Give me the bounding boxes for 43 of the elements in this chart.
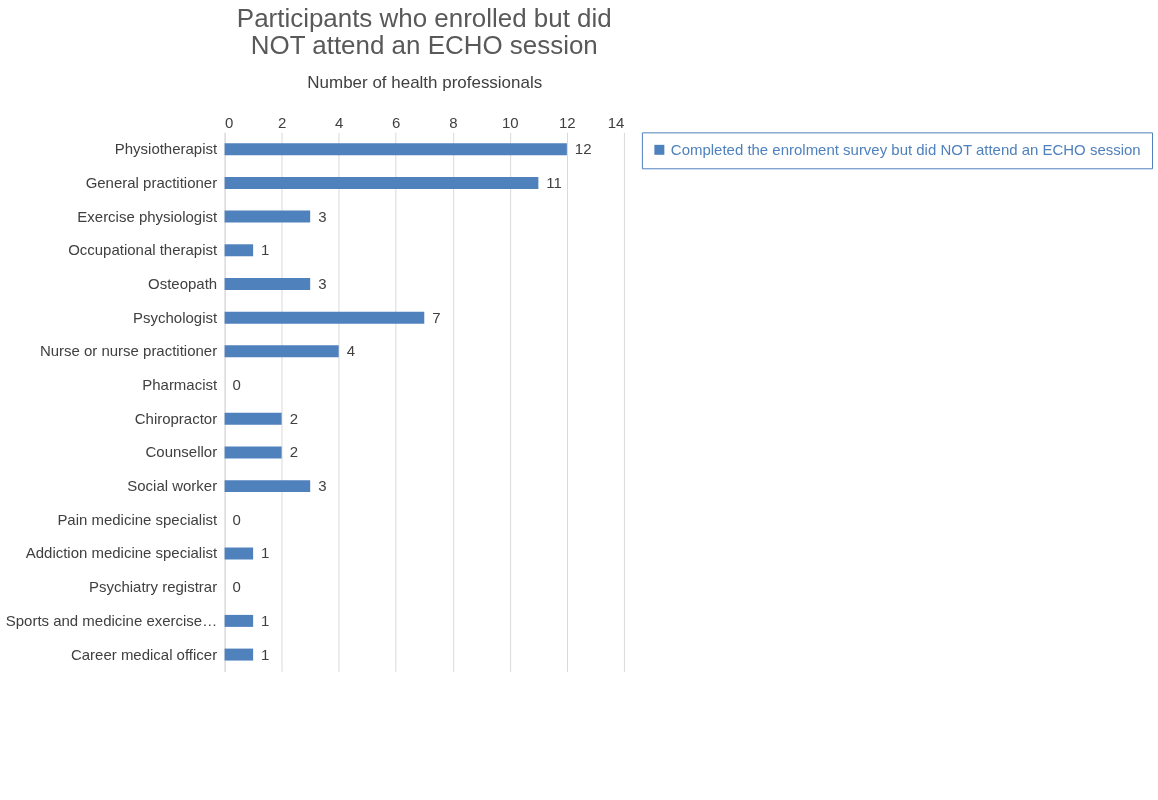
x-tick-label: 4 xyxy=(335,113,344,131)
y-tick-label: Exercise physiologist xyxy=(77,207,218,225)
x-tick-label: 14 xyxy=(607,113,625,131)
data-label: 11 xyxy=(546,173,562,191)
chart-title: Participants who enrolled but did NOT attend an ECHO session xyxy=(236,3,612,60)
data-label: 2 xyxy=(289,409,298,427)
data-label: 0 xyxy=(232,376,241,394)
y-tick-label: Nurse or nurse practitioner xyxy=(39,342,218,360)
data-label: 12 xyxy=(574,140,592,158)
y-tick-label: Addiction medicine specialist xyxy=(25,544,218,562)
x-tick-label: 2 xyxy=(277,113,287,131)
x-tick-label: 12 xyxy=(559,113,576,131)
data-label: 3 xyxy=(318,274,327,292)
y-tick-label: Social worker xyxy=(127,477,218,495)
x-tick-label: 10 xyxy=(502,113,519,131)
legend-label: Completed the enrolment survey but did NOT attend an ECHO session xyxy=(670,140,1141,158)
data-label: 7 xyxy=(432,308,441,326)
y-tick-label: Career medical officer xyxy=(70,645,218,663)
x-tick-label: 8 xyxy=(449,113,458,131)
x-tick-label: 6 xyxy=(392,113,401,131)
y-tick-label: Physiotherapist xyxy=(114,140,218,158)
data-label: 2 xyxy=(289,443,298,461)
data-label: 1 xyxy=(261,241,270,259)
data-label: 1 xyxy=(261,611,270,629)
data-label: 3 xyxy=(318,207,327,225)
y-tick-label: Chiropractor xyxy=(134,409,218,427)
x-tick-label: 0 xyxy=(225,113,234,131)
y-tick-label: Osteopath xyxy=(148,274,218,292)
data-label: 4 xyxy=(346,342,356,360)
y-tick-label: Sports and medicine exercise… xyxy=(5,611,218,629)
y-tick-label: Occupational therapist xyxy=(68,241,218,259)
data-label: 1 xyxy=(261,544,270,562)
y-tick-label: Pharmacist xyxy=(142,376,218,394)
y-tick-label: Pain medicine specialist xyxy=(57,510,218,528)
y-tick-label: Psychologist xyxy=(133,308,218,326)
y-tick-label: Psychiatry registrar xyxy=(89,578,218,596)
data-label: 1 xyxy=(261,645,270,663)
data-label: 3 xyxy=(318,477,327,495)
x-axis-title: Number of health professionals xyxy=(307,72,543,92)
y-tick-label: Counsellor xyxy=(145,443,218,461)
data-label: 0 xyxy=(232,510,241,528)
data-label: 0 xyxy=(232,578,241,596)
y-tick-label: General practitioner xyxy=(85,173,218,191)
